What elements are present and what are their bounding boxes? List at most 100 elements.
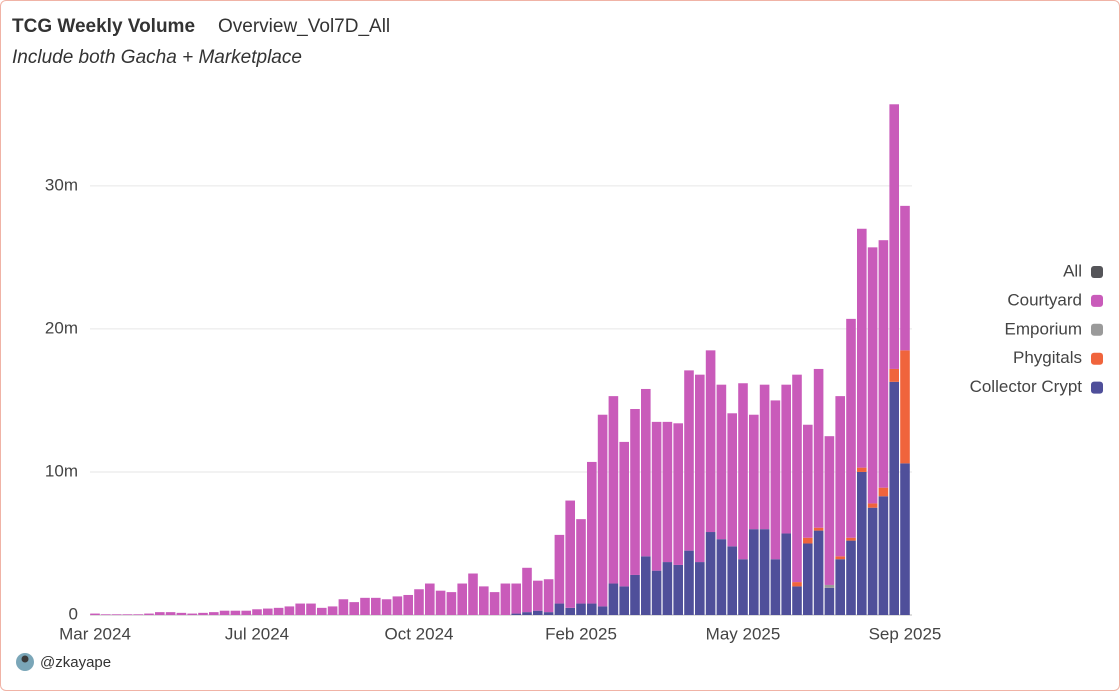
bar-segment bbox=[543, 612, 554, 615]
bar-segment bbox=[867, 507, 878, 615]
bar-segment bbox=[511, 583, 521, 614]
bar-segment bbox=[846, 318, 856, 538]
bar-segment bbox=[327, 606, 338, 615]
bar-segment bbox=[803, 537, 813, 544]
bar-segment bbox=[619, 441, 629, 587]
bar-segment bbox=[587, 461, 597, 604]
bar-segment bbox=[641, 556, 651, 615]
legend-label: Emporium bbox=[1005, 319, 1082, 338]
bar-segment bbox=[263, 608, 273, 615]
bar-segment bbox=[306, 603, 316, 615]
bar-segment bbox=[695, 374, 705, 563]
bar-segment bbox=[608, 396, 619, 584]
bar-segment bbox=[867, 503, 878, 508]
x-tick-label: May 2025 bbox=[706, 624, 781, 643]
x-tick-label: Mar 2024 bbox=[59, 624, 131, 643]
bar-segment bbox=[122, 614, 133, 615]
bar-segment bbox=[792, 374, 802, 583]
x-tick-label: Sep 2025 bbox=[869, 624, 942, 643]
legend-label: All bbox=[1063, 261, 1082, 280]
bar-segment bbox=[479, 586, 489, 615]
bar-segment bbox=[338, 599, 349, 615]
bar-segment bbox=[587, 603, 597, 615]
bar-segment bbox=[813, 368, 824, 528]
legend-swatch bbox=[1091, 352, 1103, 365]
bar-segment bbox=[781, 533, 791, 615]
x-tick-label: Feb 2025 bbox=[545, 624, 617, 643]
bar-segment bbox=[446, 592, 457, 615]
bar-segment bbox=[500, 583, 511, 615]
bar-segment bbox=[381, 599, 392, 615]
bar-segment bbox=[835, 396, 845, 557]
legend-label: Courtyard bbox=[1007, 290, 1082, 309]
bar-segment bbox=[705, 350, 716, 533]
bar-segment bbox=[727, 546, 737, 615]
bar-segment bbox=[425, 583, 435, 615]
bar-segment bbox=[630, 409, 640, 575]
bar-segment bbox=[576, 603, 586, 615]
bar-segment bbox=[889, 368, 899, 382]
bar-segment bbox=[684, 370, 694, 551]
bar-segment bbox=[651, 570, 662, 615]
bar-segment bbox=[522, 612, 532, 615]
bar-segment bbox=[457, 583, 467, 615]
bar-segment bbox=[813, 530, 824, 615]
bar-segment bbox=[489, 592, 500, 615]
bar-segment bbox=[889, 104, 899, 369]
bar-segment bbox=[781, 384, 791, 534]
y-tick-label: 20m bbox=[45, 318, 78, 337]
legend-swatch bbox=[1091, 323, 1103, 336]
bar-segment bbox=[576, 519, 586, 604]
bar-segment bbox=[543, 579, 554, 613]
bar-segment bbox=[673, 423, 683, 565]
bar-segment bbox=[900, 205, 910, 351]
bar-segment bbox=[597, 414, 608, 607]
legend-swatch bbox=[1091, 266, 1103, 278]
bar-segment bbox=[565, 607, 575, 615]
bar-segment bbox=[695, 562, 705, 615]
bar-segment bbox=[144, 613, 154, 615]
bar-segment bbox=[770, 400, 781, 560]
bar-segment bbox=[846, 537, 856, 541]
bar-segment bbox=[857, 471, 867, 615]
bar-segment bbox=[533, 580, 543, 611]
bar-segment bbox=[608, 583, 619, 615]
bar-segment bbox=[155, 612, 165, 615]
bar-segment bbox=[619, 586, 629, 615]
x-tick-label: Jul 2024 bbox=[225, 624, 289, 643]
bar-segment bbox=[241, 610, 251, 615]
bar-segment bbox=[846, 540, 856, 615]
bar-segment bbox=[900, 463, 910, 615]
bar-segment bbox=[835, 556, 845, 560]
bar-segment bbox=[889, 381, 899, 615]
bar-segment bbox=[284, 606, 295, 615]
bar-segment bbox=[738, 383, 748, 560]
bar-segment bbox=[684, 550, 694, 615]
bar-segment bbox=[878, 240, 889, 488]
y-tick-label: 30m bbox=[45, 175, 78, 194]
bar-segment bbox=[230, 610, 241, 615]
bar-segment bbox=[673, 564, 683, 615]
bar-segment bbox=[792, 586, 802, 615]
bar-segment bbox=[165, 612, 176, 615]
bar-segment bbox=[511, 613, 521, 615]
y-tick-label: 10m bbox=[45, 461, 78, 480]
bar-segment bbox=[522, 567, 532, 613]
bar-segment bbox=[295, 603, 305, 615]
bar-segment bbox=[878, 496, 889, 615]
bar-segment bbox=[878, 487, 889, 497]
author: @zkayape bbox=[40, 654, 111, 671]
bar-segment bbox=[533, 610, 543, 615]
bar-segment bbox=[835, 559, 845, 615]
bar-segment bbox=[468, 573, 478, 615]
bar-segment bbox=[716, 384, 727, 540]
y-tick-label: 0 bbox=[69, 604, 78, 623]
bar-segment bbox=[749, 529, 759, 615]
bar-segment bbox=[187, 613, 197, 615]
bar-segment bbox=[554, 534, 565, 604]
bar-segment bbox=[867, 247, 878, 504]
bar-segment bbox=[792, 582, 802, 587]
bar-segment bbox=[716, 539, 727, 615]
bar-segment bbox=[749, 414, 759, 530]
